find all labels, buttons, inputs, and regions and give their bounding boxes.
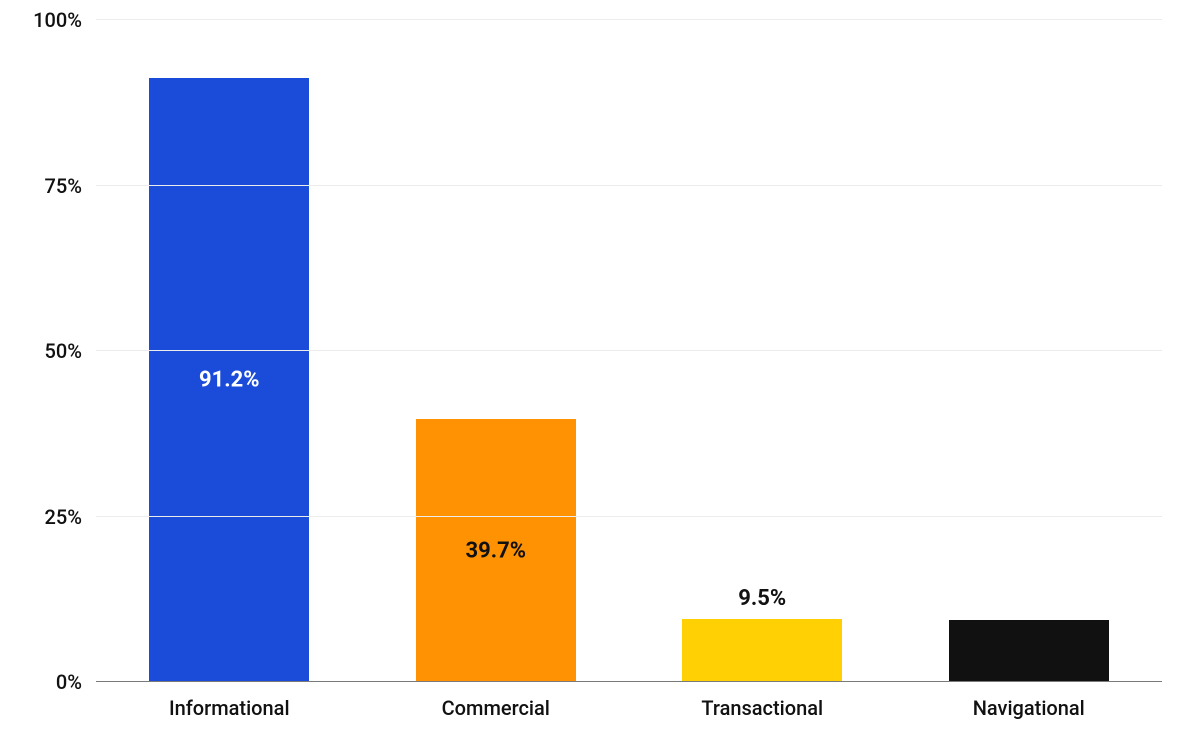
bar-chart: 91.2%Informational39.7%Commercial9.5%Tra…	[0, 0, 1200, 742]
y-tick-label: 75%	[45, 174, 96, 198]
x-axis-label: Navigational	[973, 696, 1085, 720]
y-tick-label: 25%	[45, 505, 96, 529]
bar-slot: 9.3%Navigational	[896, 20, 1163, 682]
x-axis-baseline	[96, 681, 1162, 682]
bar-value-label: 39.7%	[465, 538, 526, 563]
bar-slot: 39.7%Commercial	[363, 20, 630, 682]
bar: 9.5%	[682, 619, 842, 682]
bar: 91.2%	[149, 78, 309, 682]
bar-value-label: 9.5%	[738, 586, 786, 611]
bar-slot: 9.5%Transactional	[629, 20, 896, 682]
bar-value-label: 91.2%	[199, 368, 260, 393]
y-tick-label: 0%	[56, 670, 96, 694]
bar: 9.3%	[949, 620, 1109, 682]
gridline	[96, 350, 1162, 351]
x-axis-label: Commercial	[442, 696, 550, 720]
plot-area: 91.2%Informational39.7%Commercial9.5%Tra…	[96, 20, 1162, 682]
gridline	[96, 19, 1162, 20]
x-axis-label: Informational	[169, 696, 290, 720]
x-axis-label: Transactional	[701, 696, 823, 720]
y-tick-label: 50%	[45, 339, 96, 363]
bars-container: 91.2%Informational39.7%Commercial9.5%Tra…	[96, 20, 1162, 682]
gridline	[96, 185, 1162, 186]
bar-value-label: 9.3%	[1005, 587, 1053, 612]
y-tick-label: 100%	[33, 8, 96, 32]
bar: 39.7%	[416, 419, 576, 682]
bar-slot: 91.2%Informational	[96, 20, 363, 682]
gridline	[96, 516, 1162, 517]
